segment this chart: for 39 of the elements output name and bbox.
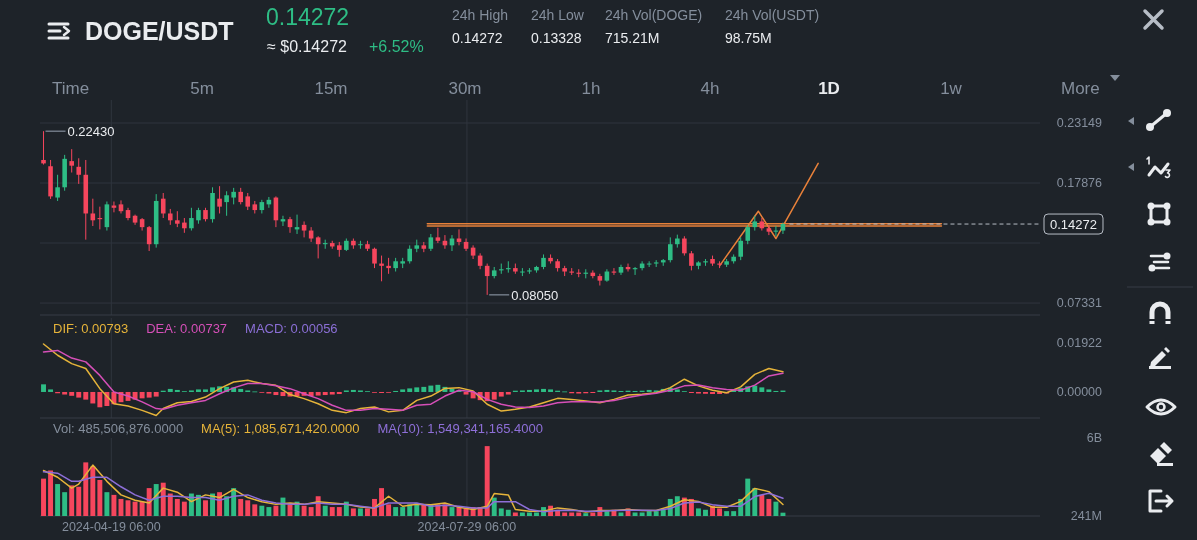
text: Time: [52, 78, 90, 98]
x-tick-label: 2024-07-29 06:00: [417, 520, 517, 534]
text: 1h: [581, 78, 601, 98]
text: 1w: [940, 78, 963, 98]
text: DEA: 0.00737: [146, 320, 228, 336]
text: 24h High: [452, 7, 509, 23]
text: DOGE/USDT: [85, 17, 234, 45]
annotation: 0.22430: [67, 123, 115, 139]
y-tick-label: 0.23149: [1056, 116, 1103, 130]
y-tick-label: 0.07331: [1056, 296, 1103, 311]
y-tick-label: 0.17876: [1056, 176, 1103, 191]
y-tick-label: 0.00000: [1056, 384, 1103, 399]
text: 0.14272: [452, 30, 503, 46]
y-tick-label: 6B: [1086, 431, 1102, 445]
text: 30m: [448, 78, 482, 98]
text: Vol: 485,506,876.0000: [53, 420, 184, 436]
text: 1D: [818, 78, 840, 98]
text: 24h Vol(USDT): [725, 7, 820, 23]
text: +6.52%: [369, 37, 424, 55]
text: MA(10): 1,549,341,165.4000: [377, 420, 543, 436]
text: 0.13328: [531, 30, 582, 46]
text: 4h: [700, 78, 720, 98]
text: 98.75M: [725, 30, 772, 46]
text: 24h Vol(DOGE): [605, 7, 703, 23]
text: 0.14272: [266, 4, 350, 30]
annotation: 0.08050: [511, 287, 559, 303]
x-tick-label: 2024-04-19 06:00: [61, 520, 161, 534]
text: 5m: [190, 78, 214, 98]
text: 715.21M: [605, 30, 660, 46]
ref-line-label: 0.14272: [1050, 216, 1097, 232]
y-tick-label: 241M: [1070, 509, 1102, 523]
text: 24h Low: [531, 7, 585, 23]
text: More: [1061, 78, 1100, 98]
series-label: DIF: 0.00793: [53, 320, 129, 336]
text: MA(5): 1,085,671,420.0000: [201, 420, 360, 436]
annotation: MACD: 0.00056: [245, 320, 338, 336]
y-tick-label: 0.01922: [1056, 335, 1103, 350]
text: 15m: [314, 78, 348, 98]
text: ≈ $0.14272: [267, 37, 348, 55]
